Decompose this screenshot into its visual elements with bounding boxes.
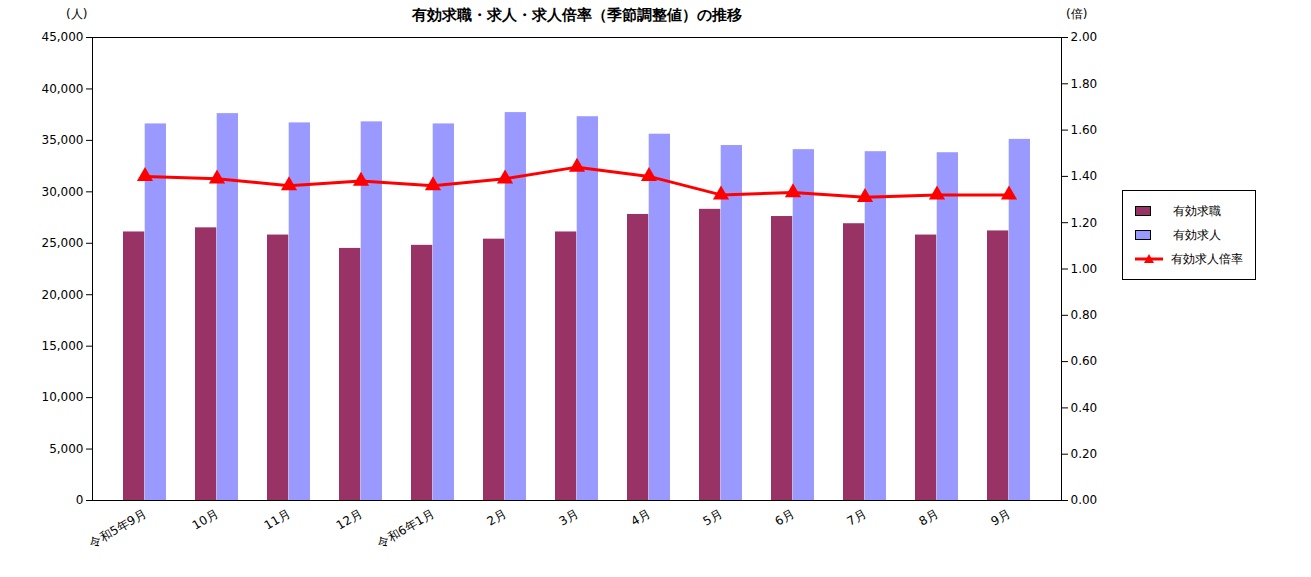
svg-text:1.20: 1.20 — [1071, 216, 1098, 230]
svg-text:8月: 8月 — [916, 507, 940, 529]
svg-text:10,000: 10,000 — [42, 390, 84, 404]
svg-text:5月: 5月 — [700, 507, 724, 529]
svg-text:20,000: 20,000 — [42, 288, 84, 302]
svg-text:7月: 7月 — [844, 507, 868, 529]
svg-text:2月: 2月 — [484, 507, 508, 529]
svg-text:9月: 9月 — [988, 507, 1012, 529]
svg-text:0.00: 0.00 — [1071, 493, 1098, 507]
svg-text:1.60: 1.60 — [1071, 123, 1098, 137]
svg-text:0: 0 — [76, 493, 84, 507]
svg-text:30,000: 30,000 — [42, 185, 84, 199]
svg-text:2.00: 2.00 — [1071, 30, 1098, 44]
svg-text:45,000: 45,000 — [42, 30, 84, 44]
svg-text:12月: 12月 — [334, 507, 365, 533]
svg-text:0.80: 0.80 — [1071, 308, 1098, 322]
svg-text:1.00: 1.00 — [1071, 262, 1098, 276]
html-text:有効求職: 有効求職 — [1173, 203, 1221, 218]
svg-text:35,000: 35,000 — [42, 133, 84, 147]
svg-text:40,000: 40,000 — [42, 82, 84, 96]
svg-text:3月: 3月 — [556, 507, 580, 529]
svg-text:令和5年9月: 令和5年9月 — [87, 507, 149, 551]
svg-text:6月: 6月 — [772, 507, 796, 529]
html-text:有効求人: 有効求人 — [1173, 227, 1221, 242]
svg-text:25,000: 25,000 — [42, 236, 84, 250]
html-text:(人): (人) — [66, 7, 88, 21]
svg-text:11月: 11月 — [262, 507, 293, 533]
svg-text:5,000: 5,000 — [49, 442, 83, 456]
svg-text:令和6年1月: 令和6年1月 — [375, 507, 437, 551]
svg-text:0.20: 0.20 — [1071, 447, 1098, 461]
html-text:有効求職・求人・求人倍率（季節調整値）の推移: 有効求職・求人・求人倍率（季節調整値）の推移 — [411, 6, 742, 24]
svg-text:4月: 4月 — [628, 507, 652, 529]
svg-text:10月: 10月 — [190, 507, 221, 533]
html-text:有効求人倍率: 有効求人倍率 — [1171, 251, 1243, 266]
html-text:(倍): (倍) — [1066, 7, 1088, 21]
svg-text:0.60: 0.60 — [1071, 354, 1098, 368]
svg-text:0.40: 0.40 — [1071, 401, 1098, 415]
svg-text:1.80: 1.80 — [1071, 77, 1098, 91]
svg-text:15,000: 15,000 — [42, 339, 84, 353]
svg-text:1.40: 1.40 — [1071, 169, 1098, 183]
